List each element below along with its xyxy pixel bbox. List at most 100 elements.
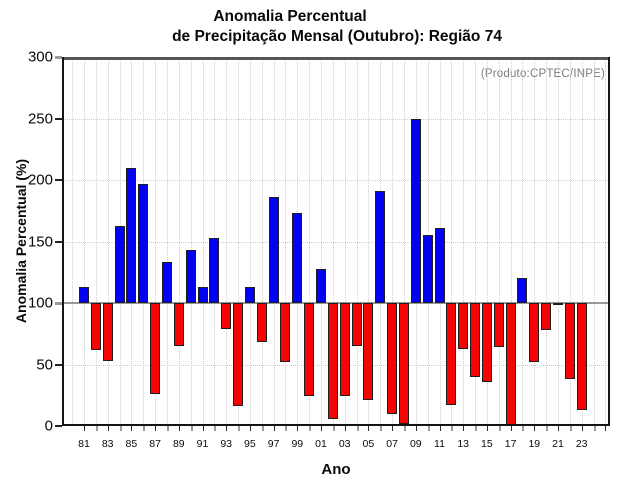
- chart-title-line2: de Precipitação Mensal (Outubro): Região…: [172, 28, 502, 45]
- source-annotation: (Produto:CPTEC/INPE): [480, 68, 605, 80]
- horizontal-gridline: [62, 118, 610, 120]
- y-axis-tick: [55, 363, 62, 366]
- bar-23: [576, 303, 587, 410]
- x-axis-tick: [368, 426, 370, 431]
- x-tick-label: 15: [481, 438, 493, 450]
- y-axis-tick: [55, 179, 62, 181]
- x-axis-tick: [84, 426, 85, 431]
- x-axis-tick: [392, 426, 394, 431]
- x-tick-label: 21: [552, 438, 564, 450]
- x-axis-tick: [261, 426, 264, 431]
- y-tick-label: 100: [27, 294, 53, 312]
- x-tick-label: 01: [315, 438, 327, 450]
- x-axis-tick: [380, 426, 383, 431]
- x-axis-tick: [226, 426, 228, 431]
- plot-area: (Produto:CPTEC/INPE) 81 83 85 87 89 91 93 95 97 9…: [28, 49, 610, 450]
- x-tick-label: 89: [172, 438, 185, 450]
- bar-15: [481, 303, 492, 382]
- y-tick-label: 200: [27, 171, 53, 189]
- bar-10: [422, 235, 433, 303]
- x-axis-tick: [486, 426, 488, 431]
- x-tick-label: 81: [78, 438, 90, 450]
- x-axis-tick: [285, 426, 288, 431]
- x-axis-tick: [95, 426, 98, 431]
- x-axis-tick: [119, 426, 122, 431]
- x-axis-tick: [605, 426, 607, 431]
- bar-86: [138, 183, 149, 303]
- y-tick-label: 250: [27, 110, 53, 127]
- x-axis-tick: [451, 426, 454, 431]
- x-axis-tick: [155, 426, 157, 431]
- x-axis-tick: [107, 426, 109, 431]
- bar-19: [529, 303, 540, 363]
- x-axis-tick: [321, 426, 322, 431]
- y-tick-label: 0: [44, 417, 53, 435]
- x-tick-label: 23: [575, 438, 588, 450]
- bar-97: [268, 197, 279, 303]
- x-axis-tick: [475, 426, 478, 431]
- bar-00: [304, 303, 315, 397]
- bar-09: [410, 118, 421, 303]
- bar-07: [387, 303, 398, 414]
- bar-08: [398, 303, 409, 424]
- bar-22: [564, 303, 575, 380]
- x-axis-tick: [297, 426, 299, 431]
- x-axis-tick: [356, 426, 359, 431]
- x-tick-label: 99: [291, 438, 304, 450]
- x-tick-label: 91: [196, 438, 209, 450]
- x-axis-tick: [403, 426, 406, 431]
- bar-21: [553, 303, 563, 305]
- y-axis-tick: [55, 302, 62, 305]
- x-axis-tick: [332, 426, 335, 431]
- x-axis-tick: [581, 426, 583, 431]
- plot-border-right: [608, 57, 610, 426]
- bar-98: [280, 303, 291, 363]
- bar-81: [79, 287, 89, 303]
- bar-84: [114, 225, 125, 303]
- bar-20: [541, 303, 552, 331]
- bar-16: [493, 303, 504, 348]
- y-axis-tick: [55, 56, 62, 59]
- bar-93: [221, 303, 232, 329]
- bar-82: [90, 303, 101, 350]
- x-tick-label: 07: [386, 438, 398, 450]
- x-tick-label: 09: [409, 438, 422, 450]
- x-axis-tick: [344, 426, 346, 431]
- x-axis-tick: [510, 426, 512, 431]
- bar-85: [126, 167, 137, 303]
- x-axis-tick: [522, 426, 525, 431]
- x-axis-title: Ano: [321, 461, 351, 478]
- bar-17: [505, 303, 516, 425]
- plot-border-top: [62, 57, 610, 60]
- x-axis-tick: [273, 426, 275, 431]
- x-tick-label: 03: [338, 438, 351, 450]
- bar-89: [173, 303, 184, 347]
- x-tick-label: 87: [149, 438, 161, 450]
- x-tick-label: 19: [528, 438, 541, 450]
- x-axis-tick: [558, 426, 559, 431]
- x-axis-tick: [190, 426, 193, 431]
- bar-91: [197, 287, 208, 303]
- bar-12: [446, 303, 457, 406]
- x-axis-tick: [534, 426, 536, 431]
- bar-03: [339, 303, 350, 397]
- x-axis-tick: [498, 426, 501, 431]
- x-tick-label: 97: [267, 438, 280, 450]
- x-tick-label: 83: [101, 438, 114, 450]
- x-axis-tick: [238, 426, 241, 431]
- y-tick-label: 150: [27, 233, 53, 250]
- x-axis-tick: [143, 426, 146, 431]
- y-axis-tick: [55, 240, 62, 243]
- x-axis-tick: [214, 426, 217, 431]
- bar-04: [351, 303, 362, 347]
- x-tick-label: 95: [244, 438, 256, 450]
- chart-title-line1: Anomalia Percentual: [213, 8, 367, 25]
- x-axis-tick: [593, 426, 596, 431]
- y-tick-label: 300: [27, 48, 53, 66]
- y-axis-title: Anomalia Percentual (%): [13, 158, 29, 324]
- x-axis-tick: [546, 426, 549, 431]
- x-tick-label: 11: [434, 438, 445, 450]
- y-axis-tick: [55, 425, 62, 427]
- x-axis-tick: [202, 426, 204, 431]
